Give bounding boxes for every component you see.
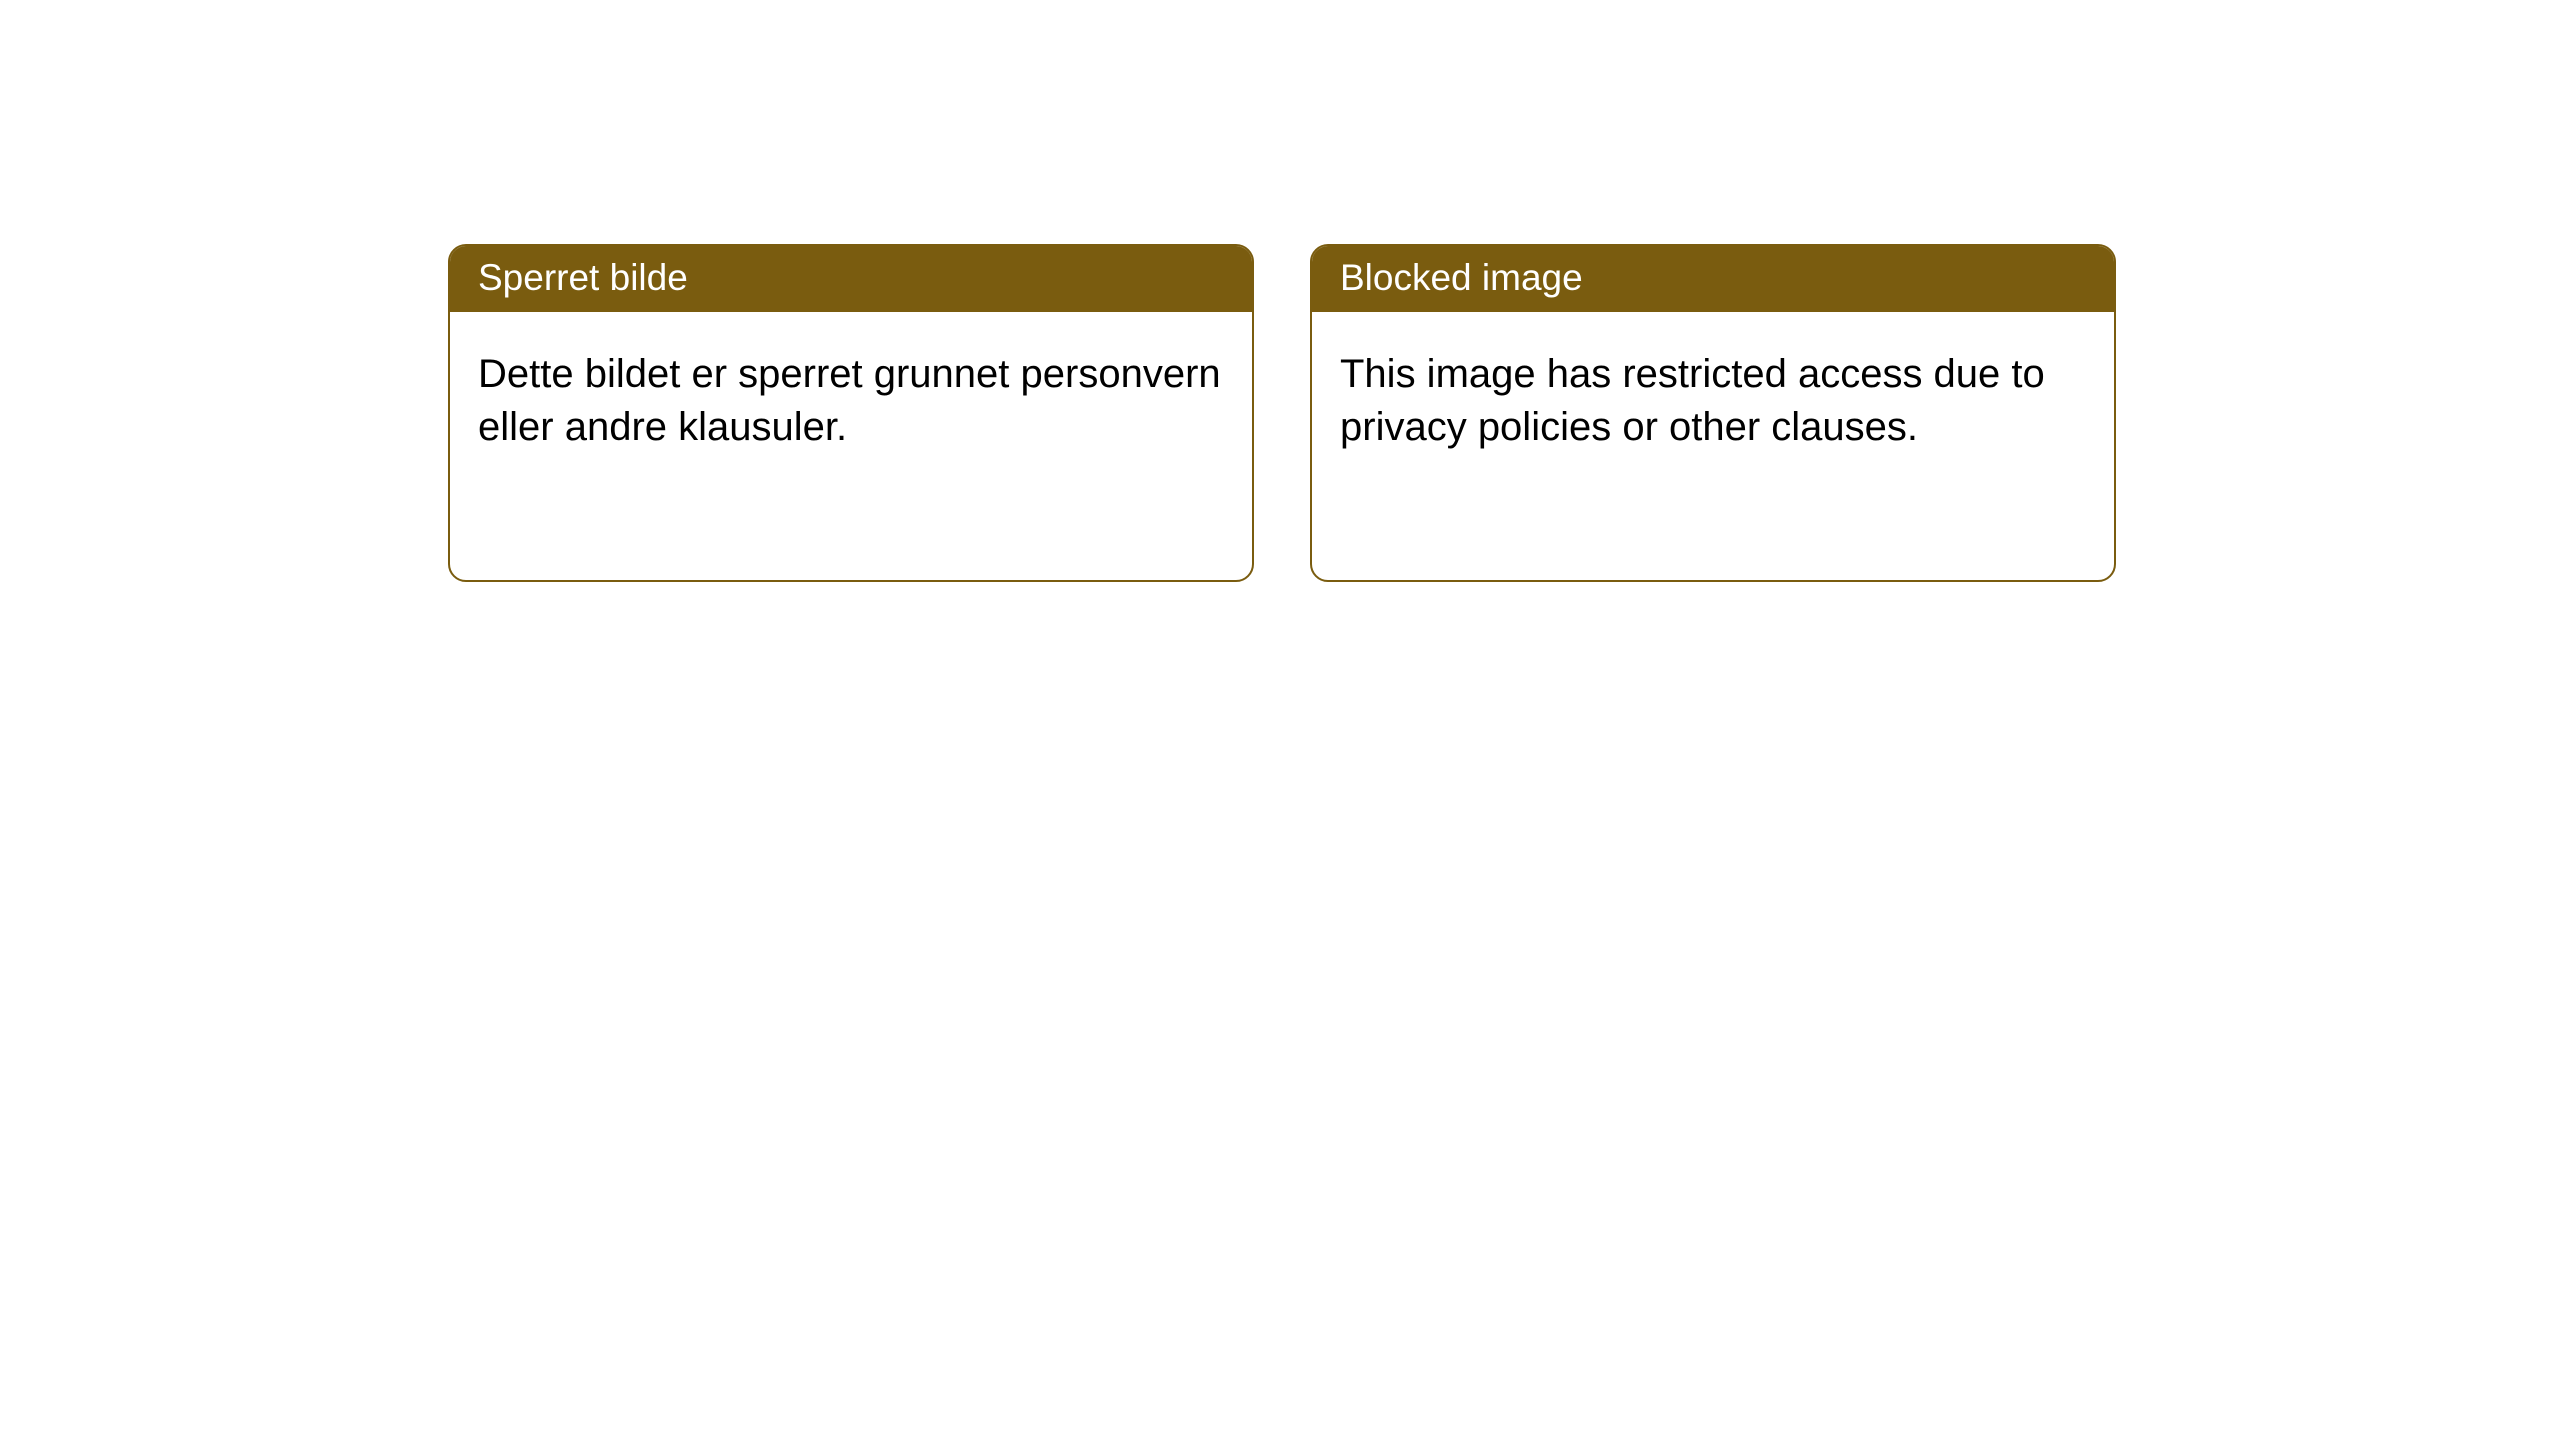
card-container: Sperret bilde Dette bildet er sperret gr…	[0, 0, 2560, 582]
card-header-en: Blocked image	[1312, 246, 2114, 312]
blocked-image-card-en: Blocked image This image has restricted …	[1310, 244, 2116, 582]
card-header-no: Sperret bilde	[450, 246, 1252, 312]
blocked-image-card-no: Sperret bilde Dette bildet er sperret gr…	[448, 244, 1254, 582]
card-body-no: Dette bildet er sperret grunnet personve…	[450, 312, 1252, 482]
card-body-en: This image has restricted access due to …	[1312, 312, 2114, 482]
